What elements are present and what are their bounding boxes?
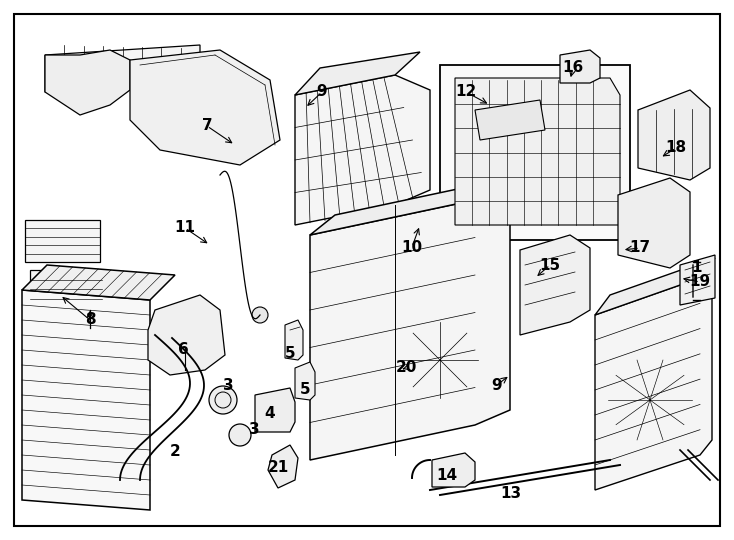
Text: 16: 16	[562, 60, 584, 76]
Text: 4: 4	[265, 406, 275, 421]
Polygon shape	[148, 295, 225, 375]
Polygon shape	[310, 180, 500, 235]
Polygon shape	[22, 290, 150, 510]
Text: 9: 9	[316, 84, 327, 99]
Polygon shape	[295, 75, 430, 225]
Polygon shape	[595, 278, 712, 490]
Bar	[25, 220, 100, 262]
Text: 11: 11	[175, 220, 195, 235]
Polygon shape	[520, 235, 590, 335]
Polygon shape	[295, 52, 420, 95]
Text: 3: 3	[249, 422, 259, 437]
Text: 13: 13	[501, 487, 522, 502]
Text: 18: 18	[666, 140, 686, 156]
Polygon shape	[295, 362, 315, 400]
Text: 2: 2	[170, 443, 181, 458]
Polygon shape	[45, 50, 130, 115]
Text: 12: 12	[455, 84, 476, 99]
Polygon shape	[255, 388, 295, 432]
Text: 7: 7	[202, 118, 212, 133]
Text: 8: 8	[84, 313, 95, 327]
Text: 17: 17	[630, 240, 650, 255]
Polygon shape	[45, 45, 200, 92]
Text: 19: 19	[689, 274, 711, 289]
Circle shape	[375, 352, 415, 392]
Polygon shape	[455, 78, 620, 225]
Polygon shape	[638, 90, 710, 180]
Text: 9: 9	[492, 377, 502, 393]
Circle shape	[252, 307, 268, 323]
Text: 14: 14	[437, 468, 457, 483]
Text: 6: 6	[178, 341, 189, 356]
Text: 20: 20	[396, 361, 417, 375]
Polygon shape	[475, 100, 545, 140]
Polygon shape	[310, 200, 510, 460]
Text: 10: 10	[401, 240, 423, 254]
Polygon shape	[618, 178, 690, 268]
Polygon shape	[432, 453, 475, 487]
Polygon shape	[130, 50, 280, 165]
Text: 15: 15	[539, 258, 561, 273]
Text: 1: 1	[691, 260, 702, 275]
Polygon shape	[22, 265, 175, 300]
Text: 5: 5	[299, 382, 310, 397]
Polygon shape	[595, 258, 715, 315]
Bar	[440, 65, 630, 240]
Text: 21: 21	[267, 461, 288, 476]
Text: 3: 3	[222, 379, 233, 394]
Polygon shape	[285, 320, 303, 360]
Polygon shape	[268, 445, 298, 488]
Circle shape	[209, 386, 237, 414]
Text: 5: 5	[285, 346, 295, 361]
Circle shape	[229, 424, 251, 446]
Bar	[30, 270, 102, 308]
Polygon shape	[680, 255, 715, 305]
Polygon shape	[560, 50, 600, 83]
